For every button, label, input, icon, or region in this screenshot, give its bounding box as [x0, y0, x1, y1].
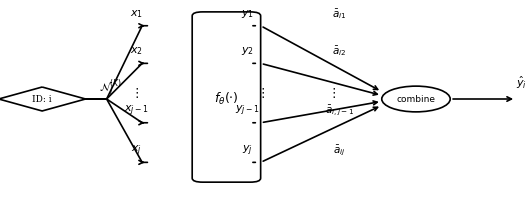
Text: $\vdots$: $\vdots$ [327, 86, 336, 100]
Text: $y_{j-1}$: $y_{j-1}$ [235, 104, 260, 118]
Text: $y_2$: $y_2$ [241, 46, 254, 57]
Text: $y_1$: $y_1$ [241, 8, 254, 20]
Text: $\hat{y}_i$: $\hat{y}_i$ [516, 75, 527, 91]
Text: $\vdots$: $\vdots$ [256, 86, 265, 100]
Text: $x_j$: $x_j$ [131, 143, 143, 158]
Text: $\bar{a}_{ij}$: $\bar{a}_{ij}$ [333, 143, 346, 158]
Text: $x_{j-1}$: $x_{j-1}$ [125, 104, 149, 118]
Text: combine: combine [397, 94, 436, 104]
Text: $\vdots$: $\vdots$ [130, 86, 139, 100]
Text: $y_j$: $y_j$ [242, 143, 253, 158]
Text: $x_1$: $x_1$ [130, 8, 144, 20]
FancyBboxPatch shape [192, 12, 261, 182]
Text: $\mathcal{N}_i^{(K)}$: $\mathcal{N}_i^{(K)}$ [99, 77, 122, 97]
Circle shape [382, 86, 450, 112]
Text: $f_{\theta}(\cdot)$: $f_{\theta}(\cdot)$ [214, 91, 239, 107]
Text: ID: i: ID: i [32, 94, 52, 104]
Text: $\bar{a}_{i2}$: $\bar{a}_{i2}$ [333, 45, 347, 58]
Text: $\bar{a}_{i,j-1}$: $\bar{a}_{i,j-1}$ [325, 104, 354, 118]
Text: $x_2$: $x_2$ [130, 46, 144, 57]
Text: $\bar{a}_{i1}$: $\bar{a}_{i1}$ [333, 7, 347, 21]
